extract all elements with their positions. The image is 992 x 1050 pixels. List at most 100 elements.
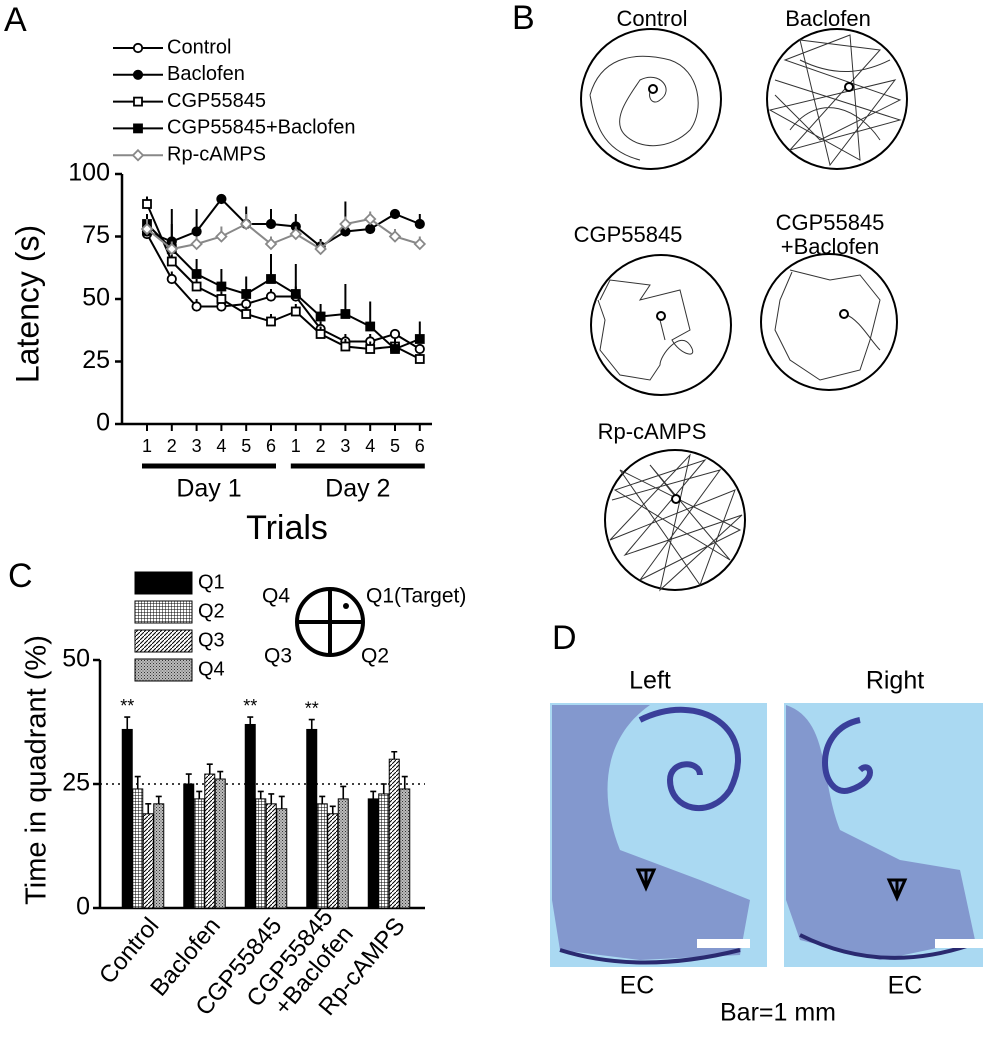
marker	[265, 291, 277, 302]
quadrant-diagram: Q1(Target) Q2 Q3 Q4	[262, 585, 466, 668]
legend-label: Q1	[198, 571, 225, 593]
error-bar	[401, 775, 408, 789]
legend-marker	[133, 96, 143, 107]
error-bar	[370, 790, 377, 799]
legend-marker	[131, 148, 145, 162]
marker	[241, 289, 252, 299]
quadrant-label: Q2	[361, 645, 389, 668]
y-tick-label: 50	[82, 284, 110, 312]
track-title: CGP55845 +Baclofen	[776, 210, 885, 259]
marker	[289, 227, 303, 241]
legend-label: Rp-cAMPS	[167, 143, 266, 165]
bar	[132, 788, 144, 909]
significance: **	[120, 696, 134, 716]
marker	[389, 208, 401, 220]
y-axis-label: Latency (s)	[9, 225, 45, 383]
marker	[239, 217, 253, 231]
histology: Left Right EC EC Bar=1 mm	[550, 667, 983, 1027]
error-bar	[206, 763, 213, 775]
pool	[766, 28, 908, 170]
bar	[121, 728, 133, 909]
region-label: EC	[888, 972, 923, 1000]
quadrant-label: Q4	[262, 585, 290, 608]
x-tick-label: 3	[340, 436, 350, 456]
error-bar	[185, 773, 192, 784]
platform	[656, 311, 666, 321]
histology-label: Right	[866, 667, 924, 695]
legend-label: CGP55845+Baclofen	[167, 117, 355, 139]
y-tick-label: 100	[68, 159, 110, 187]
marker	[191, 269, 202, 279]
marker	[264, 237, 278, 251]
legend-swatch	[134, 658, 193, 682]
x-tick-label: 6	[415, 436, 425, 456]
error-bar	[340, 785, 347, 799]
swim-path	[589, 55, 699, 161]
legend-label: CGP55845	[167, 90, 266, 112]
error-bar	[329, 805, 336, 814]
track-title: Control	[617, 6, 688, 31]
marker	[166, 273, 177, 285]
legend-swatch	[134, 629, 193, 653]
swim-path	[609, 453, 743, 592]
x-tick-label: 5	[241, 436, 251, 456]
marker	[365, 321, 376, 332]
x-tick-label: 2	[167, 436, 177, 456]
x-tick-label: 3	[192, 436, 202, 456]
marker	[414, 354, 425, 364]
quadrant-label: Q1(Target)	[366, 585, 466, 608]
marker	[365, 223, 376, 235]
x-tick-label: 1	[291, 436, 301, 456]
legend-marker	[132, 42, 144, 54]
marker	[388, 230, 402, 243]
pool	[580, 28, 722, 170]
marker	[340, 309, 351, 319]
track-plots: Control Baclofen CGP55845 CGP55845 +Baclo…	[574, 6, 908, 592]
error-bar	[217, 770, 224, 780]
legend-label: Control	[167, 36, 231, 58]
error-bar	[196, 790, 203, 799]
panel-label: B	[512, 0, 535, 37]
group-label: Day 1	[176, 475, 241, 503]
marker	[389, 328, 401, 340]
x-axis-label: Trials	[246, 509, 328, 547]
error-bar	[391, 750, 398, 760]
error-bar	[155, 795, 162, 804]
error-bar	[145, 803, 152, 814]
y-tick-label: 50	[62, 645, 90, 673]
series-line	[146, 203, 421, 360]
marker	[414, 343, 425, 355]
quadrant-label: Q3	[264, 645, 292, 668]
y-tick-label: 0	[96, 409, 110, 437]
legend-marker	[132, 69, 144, 80]
platform	[648, 84, 658, 94]
marker	[414, 218, 425, 230]
histology-label: Left	[629, 667, 671, 695]
bar	[378, 793, 390, 909]
y-tick-label: 25	[82, 346, 110, 374]
bar	[153, 803, 165, 909]
panel-label: C	[8, 557, 33, 595]
marker	[241, 309, 252, 319]
panel-label: D	[552, 619, 577, 657]
x-tick-label: 6	[266, 436, 276, 456]
swim-path	[597, 279, 694, 381]
bar	[255, 798, 267, 909]
marker	[339, 217, 352, 231]
error-bar	[278, 795, 285, 809]
error-bar	[308, 718, 315, 730]
marker	[290, 306, 301, 317]
marker	[140, 222, 154, 236]
platform	[844, 82, 854, 92]
x-tick-label: 1	[142, 436, 152, 456]
bar	[327, 813, 339, 909]
error-bar	[247, 716, 254, 725]
error-bar	[124, 716, 131, 730]
marker	[266, 316, 276, 327]
error-bar	[134, 775, 141, 789]
x-tick-label: 5	[390, 436, 400, 456]
marker	[290, 289, 301, 299]
legend-marker	[133, 123, 143, 134]
